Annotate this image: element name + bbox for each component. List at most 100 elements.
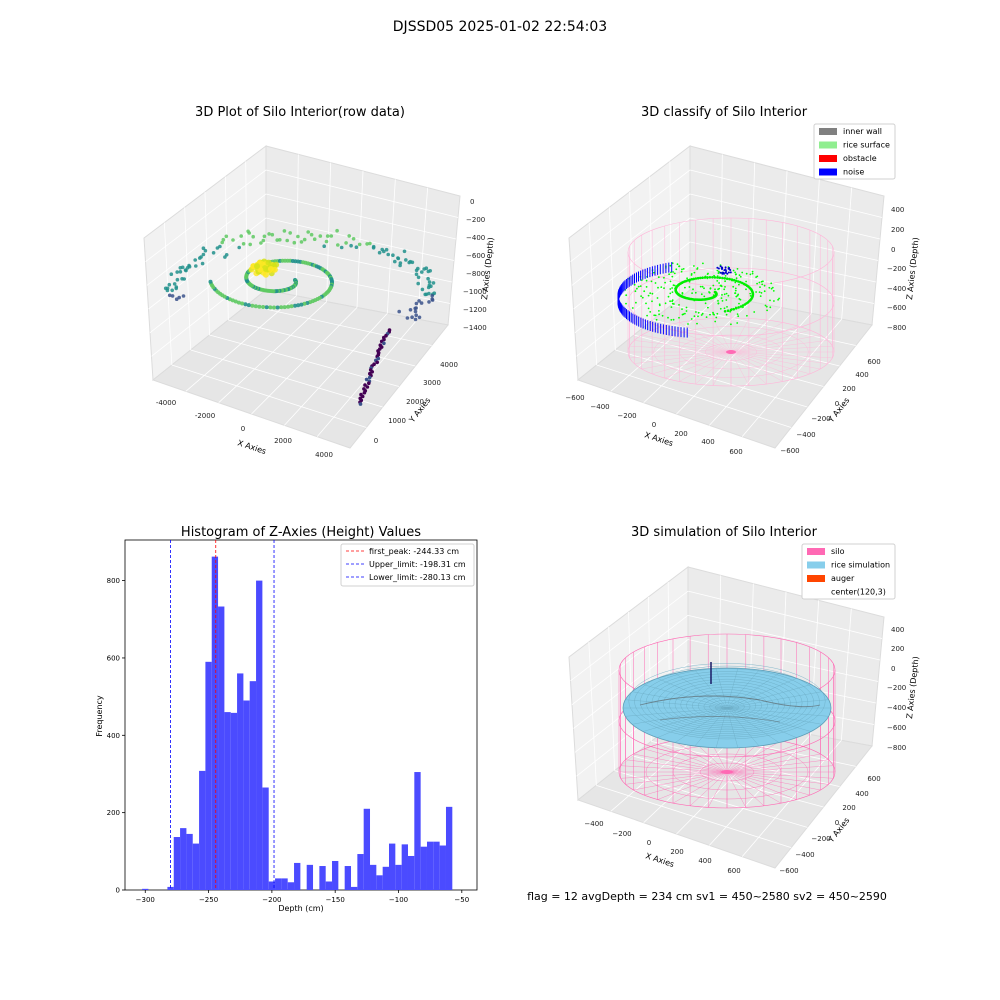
rice-surface-point [692, 277, 696, 281]
rice-surface-point [694, 277, 698, 280]
histogram-bar [344, 866, 352, 890]
raw-data-point [299, 302, 304, 307]
rice-simulation-mesh [715, 707, 728, 748]
rice-surface-point [741, 304, 745, 307]
histogram-bar [376, 875, 383, 890]
rice-surface-point [690, 278, 694, 281]
rice-simulation-mesh [703, 697, 751, 716]
raw-data-point [218, 244, 222, 249]
rice-surface-point [759, 286, 761, 288]
histogram-bar [192, 843, 200, 890]
rice-surface-point [718, 276, 722, 280]
rice-surface-point [625, 294, 628, 297]
raw-data-point [384, 247, 389, 252]
raw-data-point [201, 252, 206, 257]
histogram-bar [351, 886, 358, 890]
classify-z-tick-7: −800 [887, 324, 906, 332]
raw-data-point [174, 297, 179, 302]
raw-y-tick-5: 4000 [440, 361, 458, 369]
rice-surface-point [669, 292, 672, 295]
rice-surface-point [719, 307, 722, 310]
simulation-legend-swatch [807, 561, 825, 569]
histogram-bar [167, 886, 174, 890]
raw-data-point [431, 281, 436, 285]
rice-surface-point [734, 307, 738, 310]
rice-surface-point [724, 280, 726, 283]
rice-simulation-mesh [709, 699, 745, 714]
raw-data-point [417, 299, 421, 303]
rice-surface-point [670, 319, 673, 321]
raw-data-point [296, 234, 300, 239]
rice-surface-point [749, 273, 752, 276]
rice-surface-point [730, 323, 732, 326]
raw-z-tick-8: −1400 [463, 324, 487, 332]
rice-surface-point [741, 271, 744, 274]
simulation-legend-swatch [807, 575, 825, 582]
rice-surface-point [735, 277, 738, 280]
raw-data-point [267, 232, 271, 236]
raw-data-point [312, 237, 317, 241]
raw-data-point [254, 263, 260, 270]
rice-simulation-mesh [631, 707, 728, 725]
histogram-bar [262, 787, 269, 890]
raw-data-point [371, 244, 376, 249]
raw-data-point [167, 282, 172, 287]
raw-data-point [397, 309, 402, 314]
rice-surface-point [735, 279, 738, 283]
histogram-bar [268, 881, 276, 890]
raw-data-point [414, 272, 419, 277]
rice-surface-point [661, 314, 664, 317]
raw-data-point [410, 315, 414, 320]
rice-simulation-ridge [659, 716, 781, 723]
rice-surface-point [658, 313, 660, 316]
simulation-3d-plot: 3D simulation of Silo Interior −400 −200… [568, 525, 921, 875]
raw-data-point [282, 305, 287, 310]
raw-data-point [302, 301, 307, 306]
rice-surface-point [688, 286, 691, 288]
rice-simulation-mesh [694, 707, 728, 747]
classify-x-label: X Axies [643, 430, 674, 448]
simulation-x-tick-3: 0 [647, 839, 651, 847]
raw-data-point [175, 277, 180, 282]
raw-data-point [246, 229, 250, 234]
rice-simulation-mesh [697, 694, 757, 718]
rice-surface-point [709, 287, 712, 290]
rice-surface-point [671, 302, 674, 305]
rice-surface-point [703, 276, 707, 279]
rice-surface-point [669, 280, 672, 283]
classify-legend-swatch [819, 155, 837, 162]
rice-surface-point [684, 312, 686, 315]
noise-point [722, 271, 725, 274]
raw-data-point [358, 402, 363, 406]
histogram-bar [439, 845, 446, 890]
raw-data-point [367, 375, 372, 380]
raw-data-point [430, 293, 435, 298]
raw-data-point [365, 385, 370, 389]
simulation-x-tick-5: 400 [698, 857, 711, 865]
rice-surface-point [751, 270, 754, 273]
noise-point [721, 268, 723, 270]
classify-x-tick-3: −200 [617, 412, 636, 420]
rice-surface-point [708, 276, 712, 279]
rice-surface-point [654, 314, 657, 317]
rice-surface-point [726, 306, 728, 308]
raw-data-point [302, 237, 307, 242]
classify-silo-floor-ring [705, 343, 757, 361]
rice-surface-point [720, 285, 723, 288]
raw-data-point [427, 280, 432, 284]
raw-data-point [264, 305, 269, 310]
noise-point [727, 271, 730, 274]
rice-surface-point [707, 306, 709, 309]
rice-surface-point [717, 272, 720, 274]
rice-surface-point [737, 315, 740, 318]
rice-surface-point [738, 274, 741, 277]
classify-y-tick-1: −600 [780, 447, 799, 455]
rice-surface-point [681, 268, 683, 271]
noise-point [717, 267, 720, 270]
raw-data-point [279, 305, 284, 310]
simulation-x-tick-2: −200 [612, 830, 631, 838]
raw-data-point [174, 285, 179, 289]
histogram-bars [142, 556, 453, 890]
simulation-y-tick-2: −400 [795, 851, 814, 859]
rice-surface-point [760, 292, 763, 294]
